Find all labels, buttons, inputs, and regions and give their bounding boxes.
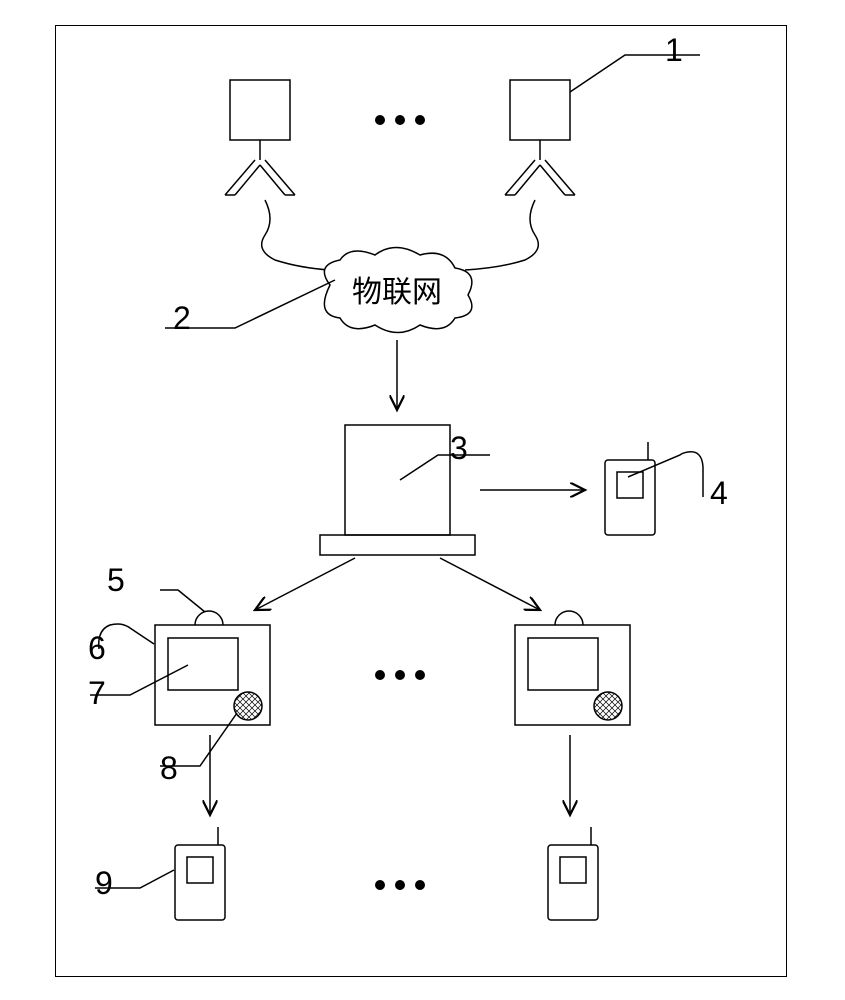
camera-left	[225, 80, 295, 195]
label-7: 7	[88, 675, 106, 712]
label-9: 9	[95, 865, 113, 902]
label-8: 8	[160, 750, 178, 787]
arrow-server-t2	[440, 558, 540, 610]
label-5: 5	[107, 562, 125, 599]
label-1: 1	[665, 32, 683, 69]
cloud-label: 物联网	[352, 276, 442, 309]
ellipsis-top	[375, 115, 425, 125]
camera-right	[505, 80, 575, 195]
phone-bottom-left	[175, 827, 225, 920]
ellipsis-bottom	[375, 880, 425, 890]
label-3: 3	[450, 430, 468, 467]
cloud-node: 物联网	[324, 248, 472, 333]
leader-lines	[90, 55, 703, 888]
label-2: 2	[173, 300, 191, 337]
label-4: 4	[710, 475, 728, 512]
phone-bottom-right	[548, 827, 598, 920]
wavy-right	[465, 200, 538, 270]
terminal-right	[515, 611, 630, 725]
label-6: 6	[88, 630, 106, 667]
terminal-left	[155, 611, 270, 725]
wavy-left	[262, 200, 330, 270]
ellipsis-mid	[375, 670, 425, 680]
phone-right	[605, 442, 655, 535]
arrow-server-t1	[255, 558, 355, 610]
